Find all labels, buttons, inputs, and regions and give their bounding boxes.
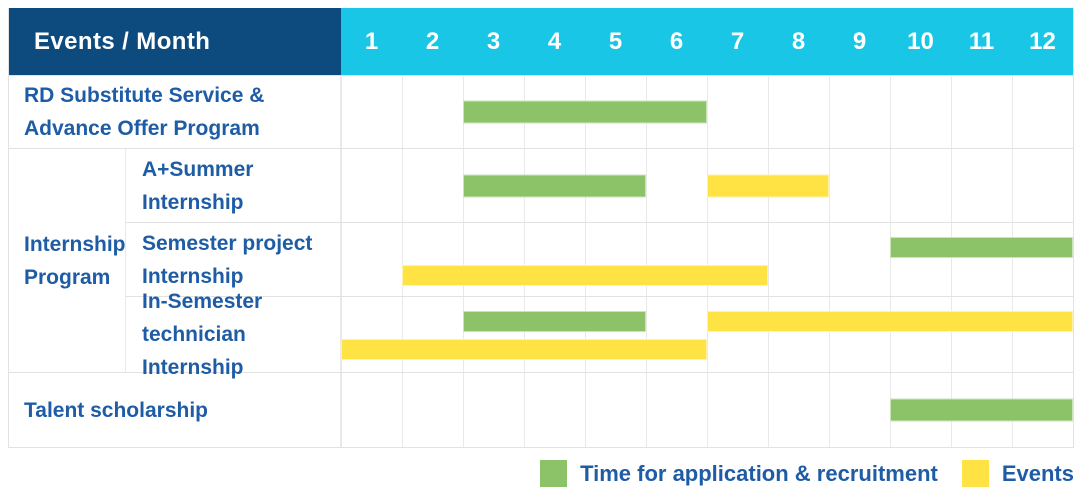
gantt-table: Events / Month 1 2 3 4 5 6 7 8 9 10 11 1… (8, 8, 1074, 448)
group-label-line: Internship (24, 232, 126, 256)
row-label-line: Semester project (142, 231, 313, 255)
row-label-line: Talent scholarship (24, 398, 208, 422)
gantt-bar-application (890, 237, 1073, 258)
gantt-bar-application (463, 311, 646, 332)
table-row-a-summer: A+Summer Internship (126, 149, 1073, 222)
row-label-line: Internship (142, 190, 244, 214)
row-label-a-summer: A+Summer Internship (126, 149, 341, 222)
group-subrows: A+Summer Internship Semester project Int… (126, 149, 1073, 379)
month-tick-4: 4 (547, 27, 562, 55)
row-label-line: In-Semester (142, 290, 263, 313)
gantt-lane-in-semester (341, 297, 1073, 372)
month-tick-12: 12 (1029, 27, 1056, 55)
group-label-line: Program (24, 265, 111, 289)
gantt-lane-talent-scholarship (341, 373, 1073, 447)
month-tick-2: 2 (425, 27, 440, 55)
gantt-lane-rd-substitute (341, 76, 1073, 148)
month-tick-7: 7 (730, 27, 745, 55)
row-label-line: A+Summer (142, 157, 254, 181)
gantt-bar-events (707, 174, 829, 197)
table-row-semester-project: Semester project Internship (126, 222, 1073, 296)
legend-label-events: Events (1001, 460, 1074, 486)
row-label-rd-substitute: RD Substitute Service & Advance Offer Pr… (9, 76, 341, 148)
month-tick-8: 8 (791, 27, 806, 55)
gantt-lane-semester-project (341, 223, 1073, 296)
group-label-internship-program: Internship Program (9, 149, 126, 372)
gantt-bar-application (463, 174, 646, 197)
table-row-rd-substitute: RD Substitute Service & Advance Offer Pr… (9, 75, 1073, 148)
month-axis: 1 2 3 4 5 6 7 8 9 10 11 12 (341, 8, 1073, 75)
gantt-bar-events (707, 311, 1073, 332)
row-label-in-semester: In-Semester technician Internship (126, 290, 341, 379)
month-tick-10: 10 (907, 27, 934, 55)
legend-swatch-application-green (540, 460, 568, 487)
gantt-lane-a-summer (341, 149, 1073, 222)
row-label-line: Advance Offer Program (24, 117, 260, 140)
month-tick-6: 6 (669, 27, 684, 55)
table-row-talent-scholarship: Talent scholarship (9, 372, 1073, 447)
table-row-in-semester: In-Semester technician Internship (126, 290, 1073, 379)
gantt-bar-events (402, 265, 768, 286)
table-header-row: Events / Month 1 2 3 4 5 6 7 8 9 10 11 1… (9, 8, 1073, 75)
row-label-semester-project: Semester project Internship (126, 223, 341, 296)
legend-swatch-events-yellow (961, 460, 989, 487)
table-group-internship-program: Internship Program A+Summer Internship S… (9, 148, 1073, 379)
gantt-bar-application (890, 398, 1073, 422)
month-tick-11: 11 (968, 27, 995, 55)
legend: Time for application & recruitment Event… (540, 460, 1074, 487)
month-tick-9: 9 (852, 27, 867, 55)
row-label-line: technician Internship (142, 323, 246, 379)
row-label-line: Internship (142, 264, 244, 288)
row-label-talent-scholarship: Talent scholarship (9, 373, 341, 447)
header-title-cell: Events / Month (9, 8, 341, 75)
gantt-bar-events (341, 339, 707, 360)
month-tick-5: 5 (608, 27, 623, 55)
gantt-bar-application (463, 100, 707, 124)
header-title: Events / Month (34, 27, 211, 55)
row-label-line: RD Substitute Service & (24, 84, 265, 107)
legend-label-application: Time for application & recruitment (580, 460, 938, 486)
month-tick-1: 1 (364, 27, 379, 55)
month-tick-3: 3 (486, 27, 501, 55)
